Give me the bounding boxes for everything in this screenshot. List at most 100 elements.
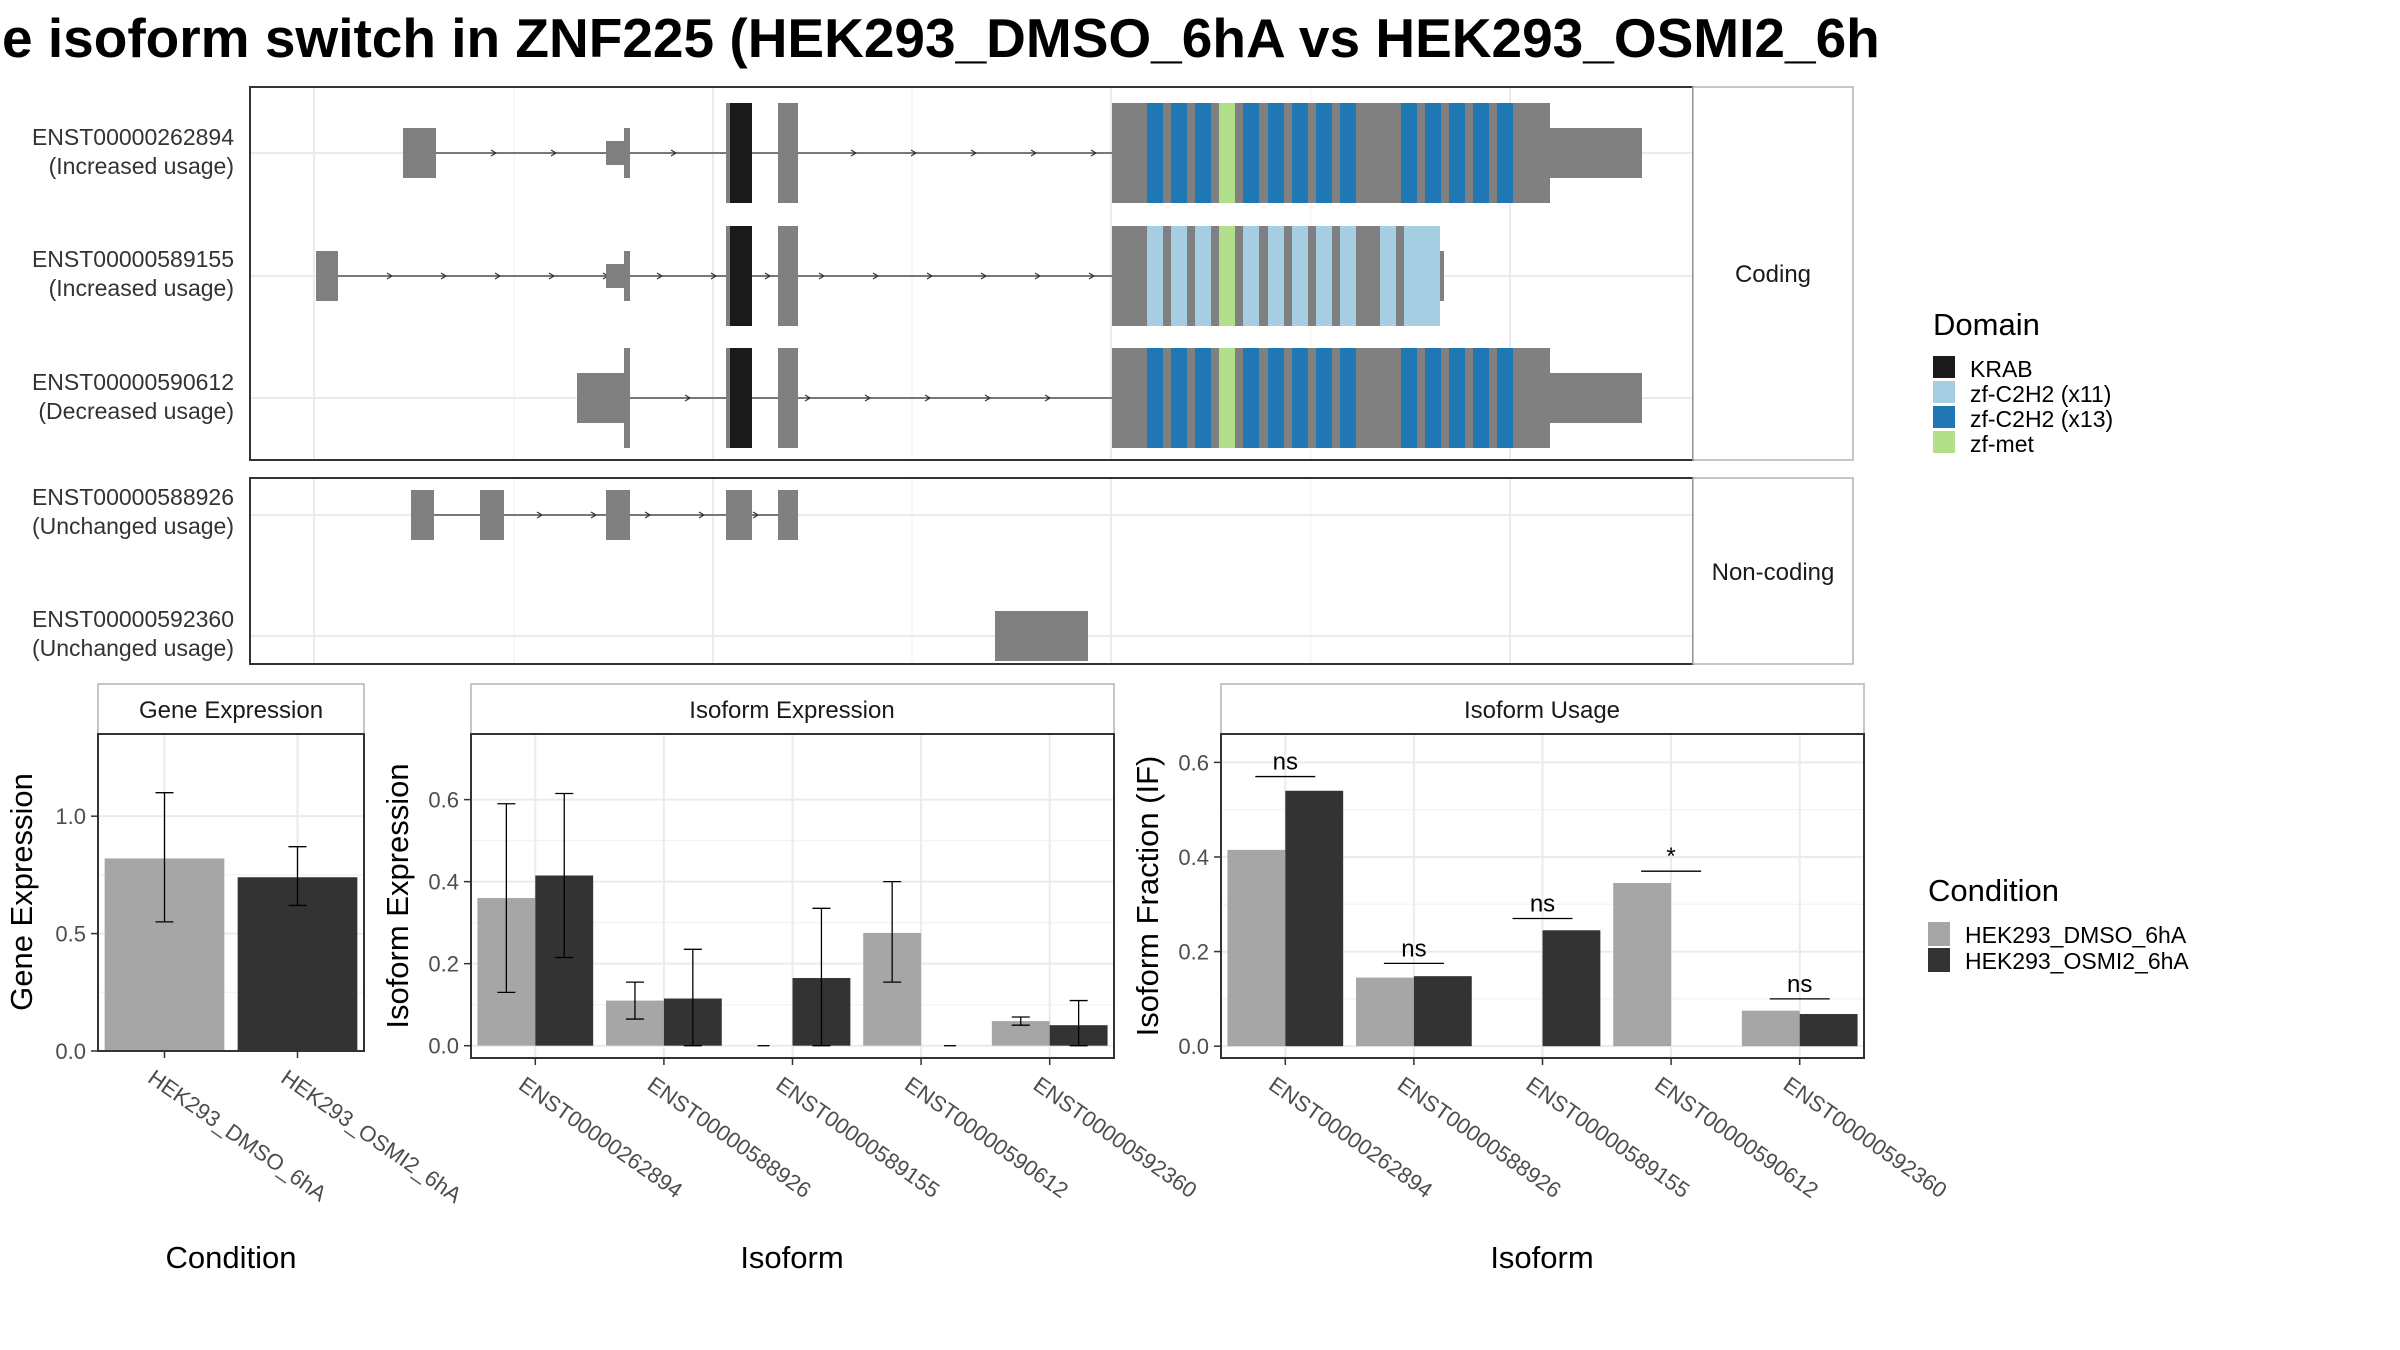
legend-label-krab: KRAB bbox=[1970, 356, 2033, 382]
bar bbox=[1356, 977, 1414, 1047]
exon-block bbox=[778, 348, 798, 448]
y-tick-label: 0.6 bbox=[428, 788, 459, 813]
exon-block bbox=[1550, 373, 1642, 423]
condition-legend-title: Condition bbox=[1928, 873, 2059, 908]
y-tick-label: 0.5 bbox=[55, 922, 86, 947]
intron-arrow bbox=[548, 272, 556, 280]
intron-arrow bbox=[698, 511, 706, 519]
isoform-expression-strip bbox=[470, 683, 1115, 735]
legend-swatch-zf-c2h2-x13 bbox=[1933, 406, 1955, 428]
transcript-labels: ENST00000262894 (Increased usage) ENST00… bbox=[32, 124, 234, 661]
intron-arrow bbox=[924, 394, 932, 402]
domain-segment bbox=[1449, 103, 1465, 203]
exon-block bbox=[606, 490, 630, 540]
coding-strip bbox=[1692, 86, 1854, 461]
gene-expression-strip bbox=[97, 683, 365, 735]
isoform-expression-marks bbox=[477, 792, 1108, 1047]
domain-segment bbox=[1219, 103, 1235, 203]
condition-legend: Condition HEK293_DMSO_6hA HEK293_OSMI2_6… bbox=[1928, 873, 2189, 974]
intron-arrow bbox=[590, 511, 598, 519]
exon-block bbox=[577, 373, 624, 423]
significance-label: ns bbox=[1530, 890, 1555, 917]
legend-swatch-zf-met bbox=[1933, 431, 1955, 453]
gene-expression-marks bbox=[104, 792, 358, 1051]
domain-krab bbox=[730, 226, 752, 326]
noncoding-panel-marks bbox=[411, 490, 1088, 661]
domain-segment bbox=[1195, 348, 1211, 448]
intron-arrow bbox=[910, 149, 918, 157]
transcript-label-id: ENST00000590612 bbox=[32, 369, 234, 395]
transcript-label-usage: (Increased usage) bbox=[49, 275, 234, 301]
exon-block bbox=[624, 348, 630, 448]
domain-segment bbox=[1147, 103, 1163, 203]
domain-segment bbox=[1171, 103, 1187, 203]
intron-arrow bbox=[1044, 394, 1052, 402]
intron-arrow bbox=[872, 272, 880, 280]
intron-arrow bbox=[550, 149, 558, 157]
intron-arrow bbox=[926, 272, 934, 280]
y-tick-label: 1.0 bbox=[55, 804, 86, 829]
gene-expression-ylabel: Gene Expression bbox=[4, 773, 39, 1011]
transcript-label-id: ENST00000588926 bbox=[32, 484, 234, 510]
intron-arrow bbox=[864, 394, 872, 402]
noncoding-structure-panel bbox=[249, 477, 1694, 665]
y-tick-label: 0.2 bbox=[428, 952, 459, 977]
significance-label: ns bbox=[1273, 749, 1298, 776]
isoform-usage-ylabel: Isoform Fraction (IF) bbox=[1130, 756, 1165, 1037]
domain-segment bbox=[1473, 103, 1489, 203]
y-tick-label: 0.0 bbox=[428, 1034, 459, 1059]
exon-block bbox=[316, 251, 338, 301]
domain-segment bbox=[1147, 226, 1163, 326]
gene-expression-xlabel: Condition bbox=[166, 1240, 297, 1275]
exon-block bbox=[1440, 251, 1444, 301]
domain-segment bbox=[1404, 226, 1420, 326]
transcript-label-id: ENST00000592360 bbox=[32, 606, 234, 632]
y-tick-label: 0.4 bbox=[1178, 845, 1209, 870]
significance-label: ns bbox=[1787, 971, 1812, 998]
exon-block bbox=[995, 611, 1088, 661]
domain-segment bbox=[1171, 348, 1187, 448]
domain-segment bbox=[1219, 226, 1235, 326]
legend-label-zf-c2h2-x13: zf-C2H2 (x13) bbox=[1970, 406, 2113, 432]
legend-label-dmso: HEK293_DMSO_6hA bbox=[1965, 922, 2187, 948]
intron-arrow bbox=[850, 149, 858, 157]
intron-arrow bbox=[804, 394, 812, 402]
domain-segment bbox=[1292, 226, 1308, 326]
domain-segment bbox=[1268, 348, 1284, 448]
domain-segment bbox=[1473, 348, 1489, 448]
exon-block bbox=[606, 264, 624, 288]
domain-segment bbox=[1316, 348, 1332, 448]
domain-segment bbox=[1195, 103, 1211, 203]
bar bbox=[1413, 976, 1472, 1047]
exon-block bbox=[1550, 128, 1642, 178]
significance-label: ns bbox=[1401, 935, 1426, 962]
isoform-expression-panel: Isoform Expression 0.00.20.40.6ENST00000… bbox=[380, 683, 1201, 1275]
domain-segment bbox=[1147, 348, 1163, 448]
isoform-expression-xlabel: Isoform bbox=[740, 1240, 843, 1275]
y-tick-label: 0.4 bbox=[428, 870, 459, 895]
bar bbox=[1613, 882, 1672, 1047]
transcript-label-usage: (Decreased usage) bbox=[38, 398, 234, 424]
domain-segment bbox=[1380, 226, 1396, 326]
exon-block bbox=[480, 490, 504, 540]
bar bbox=[1799, 1014, 1858, 1047]
bar bbox=[1285, 790, 1344, 1047]
domain-segment bbox=[1171, 226, 1187, 326]
domain-segment bbox=[1497, 348, 1513, 448]
domain-segment bbox=[1425, 103, 1441, 203]
domain-segment bbox=[1497, 103, 1513, 203]
domain-segment bbox=[1316, 226, 1332, 326]
intron-arrow bbox=[980, 272, 988, 280]
domain-segment bbox=[1425, 348, 1441, 448]
legend-label-osmi2: HEK293_OSMI2_6hA bbox=[1965, 948, 2189, 974]
coding-strip-label: Coding bbox=[1735, 261, 1811, 288]
isoform-usage-marks: ns ns ns * ns bbox=[1227, 749, 1858, 1047]
legend-swatch-osmi2 bbox=[1928, 948, 1950, 972]
exon-block bbox=[606, 141, 624, 165]
legend-swatch-dmso bbox=[1928, 922, 1950, 946]
y-tick-label: 0.0 bbox=[1178, 1034, 1209, 1059]
domain-krab bbox=[730, 103, 752, 203]
isoform-usage-strip bbox=[1220, 683, 1865, 735]
intron-arrow bbox=[440, 272, 448, 280]
isoform-usage-title: Isoform Usage bbox=[1464, 697, 1620, 724]
